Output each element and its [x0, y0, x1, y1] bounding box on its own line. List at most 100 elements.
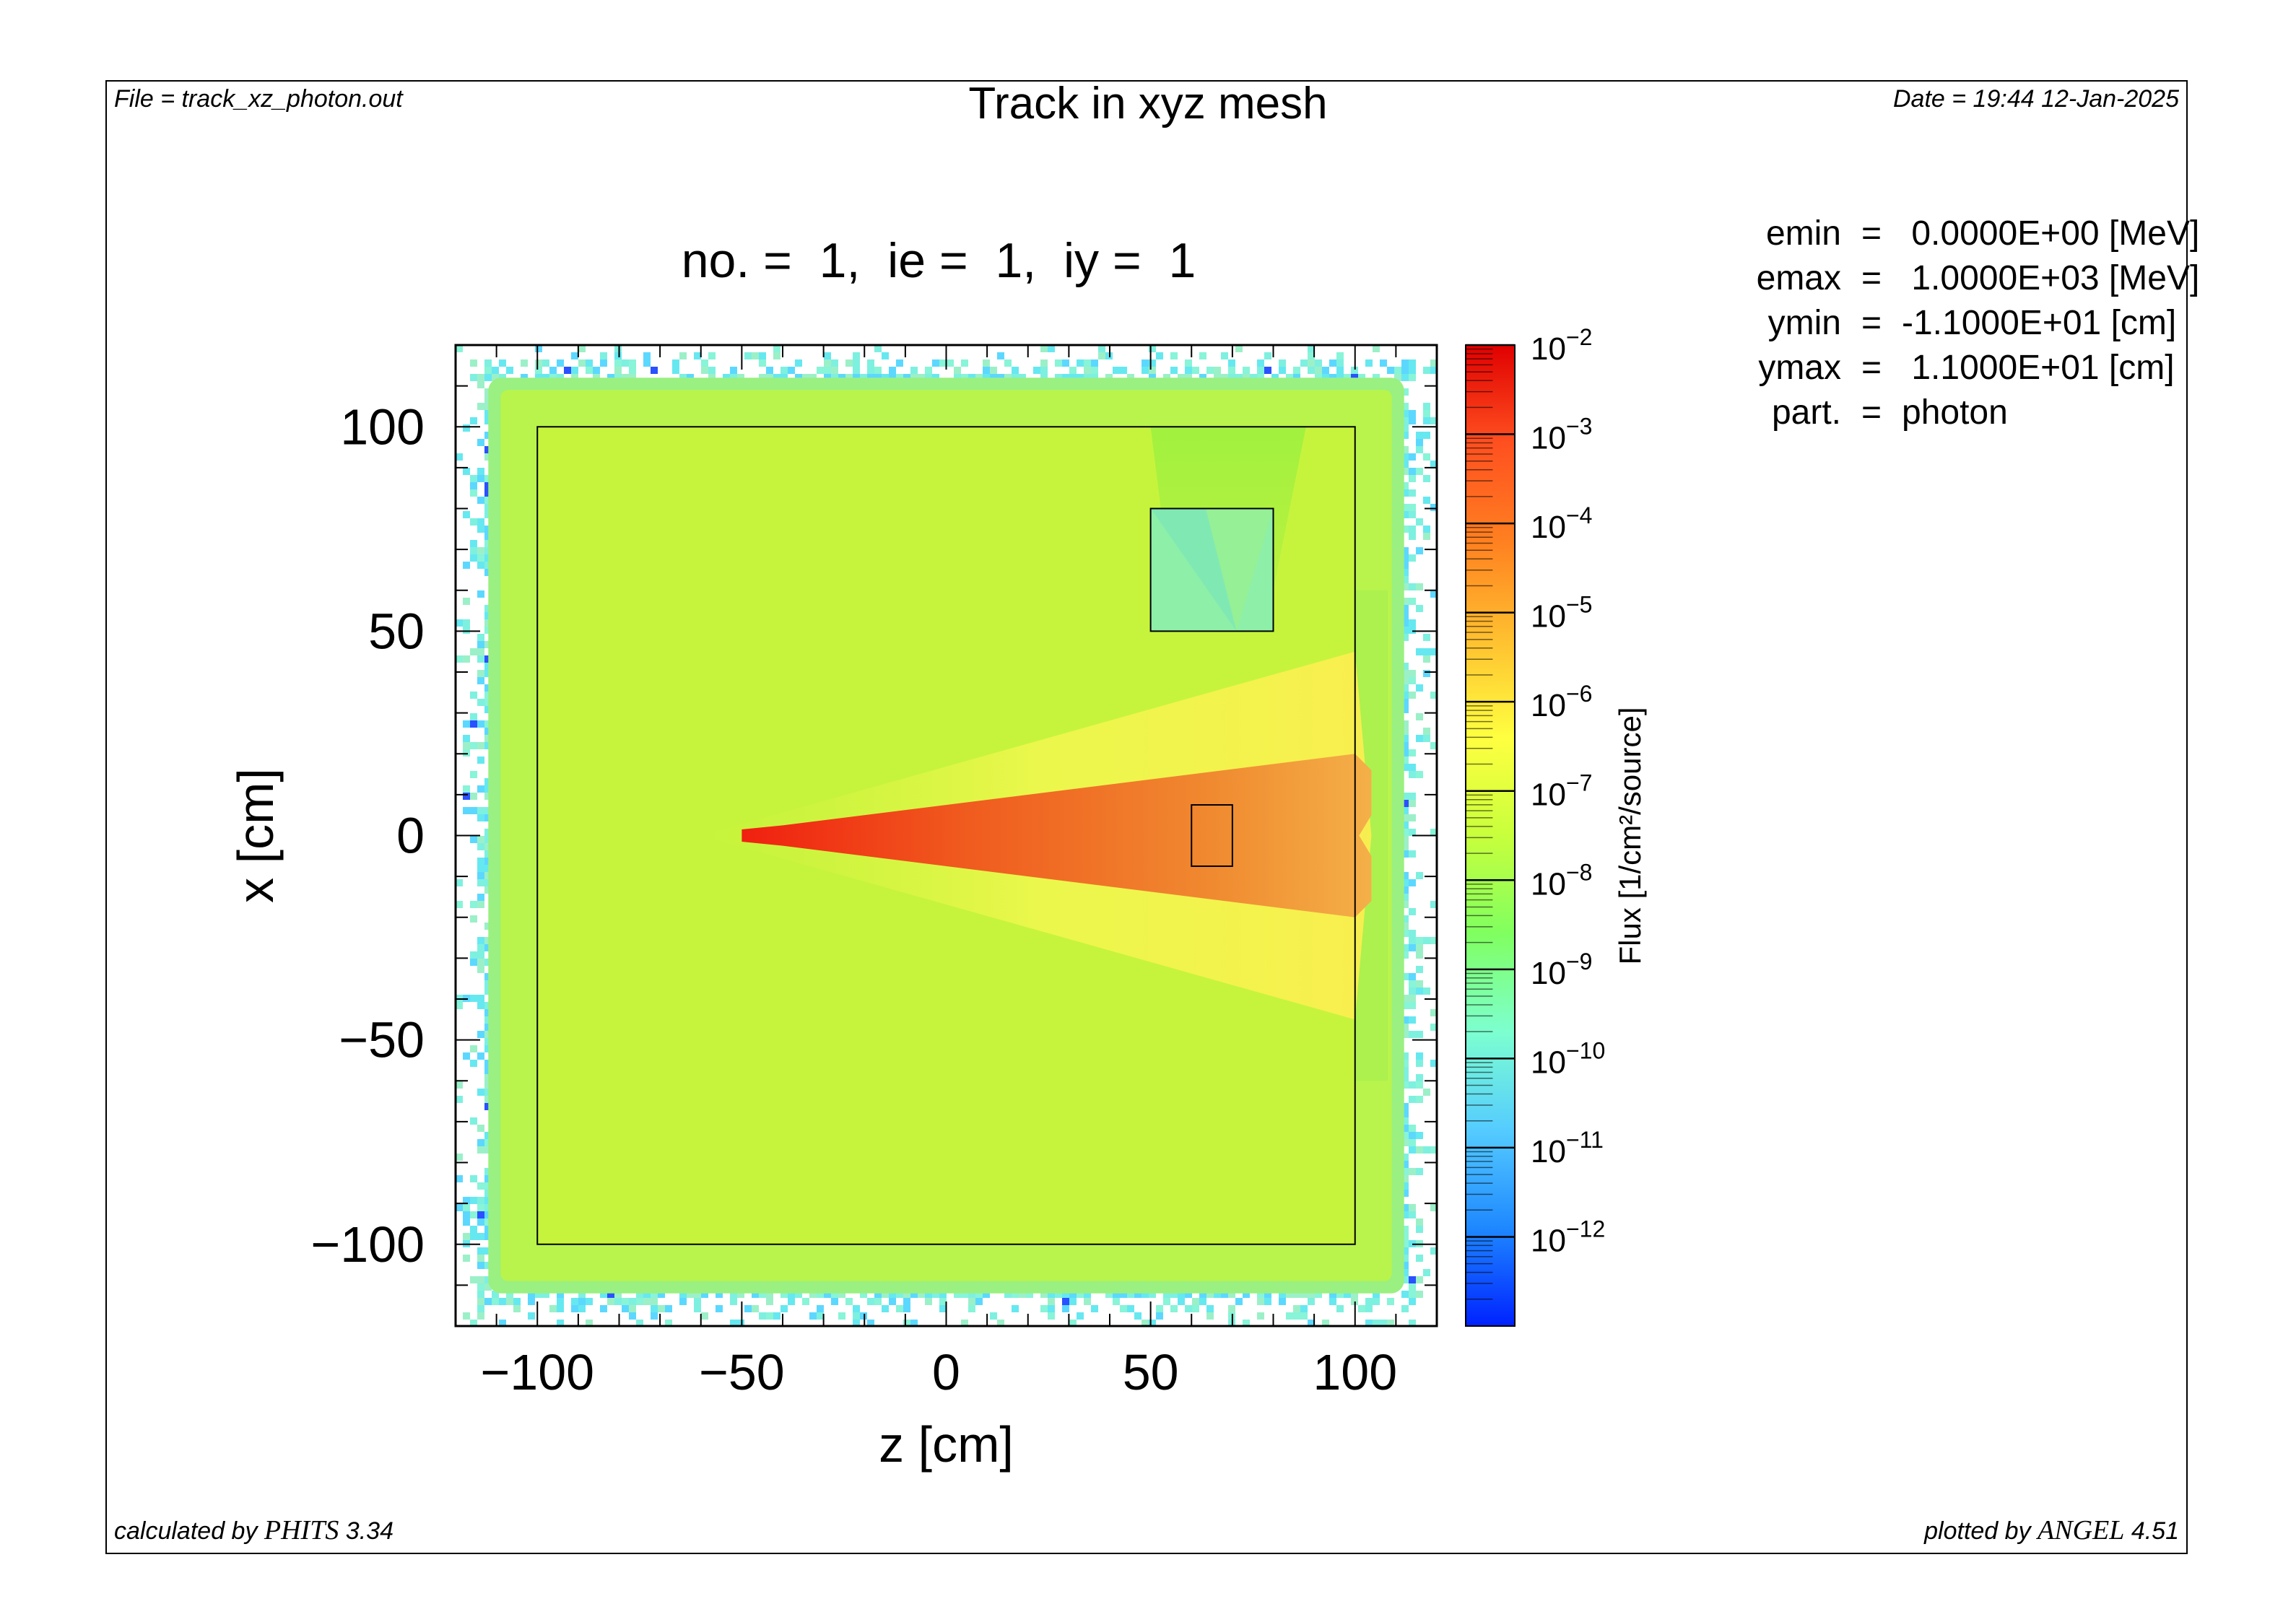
- fringe-cell: [614, 345, 622, 352]
- fringe-cell: [1113, 1291, 1120, 1298]
- fringe-cell: [1156, 352, 1163, 359]
- fringe-cell: [1401, 829, 1409, 836]
- fringe-cell: [600, 359, 607, 367]
- fringe-cell: [939, 1305, 947, 1312]
- fringe-cell: [1322, 1320, 1329, 1327]
- fringe-cell: [470, 1211, 477, 1218]
- fringe-cell: [484, 1298, 492, 1305]
- fringe-cell: [831, 374, 838, 381]
- fringe-cell: [477, 1031, 484, 1038]
- fringe-cell: [1308, 1298, 1315, 1305]
- x-axis-label: z [cm]: [879, 1416, 1014, 1473]
- fringe-cell: [882, 1305, 889, 1312]
- fringe-cell: [1401, 403, 1409, 410]
- footer-right-version: 4.51: [2124, 1517, 2179, 1545]
- fringe-cell: [1105, 374, 1113, 381]
- fringe-cell: [1401, 1247, 1409, 1255]
- fringe-cell: [484, 641, 492, 648]
- info-value: 0.0000E+00 [MeV]: [1902, 214, 2200, 253]
- fringe-cell: [1401, 627, 1409, 634]
- fringe-cell: [1048, 345, 1055, 352]
- fringe-cell: [780, 1305, 788, 1312]
- fringe-cell: [1401, 1081, 1409, 1089]
- fringe-cell: [1380, 359, 1387, 367]
- fringe-cell: [1416, 1255, 1423, 1262]
- fringe-cell: [694, 352, 701, 359]
- fringe-cell: [484, 720, 492, 728]
- x-tick-label: −100: [480, 1344, 594, 1400]
- fringe-cell: [701, 359, 708, 367]
- fringe-cell: [1416, 713, 1423, 720]
- fringe-cell: [1401, 836, 1409, 843]
- fringe-cell: [1286, 1312, 1293, 1320]
- fringe-cell: [1098, 345, 1105, 352]
- fringe-cell: [1373, 345, 1380, 352]
- fringe-cell: [1329, 1298, 1336, 1305]
- fringe-cell: [622, 374, 629, 381]
- fringe-cell: [853, 374, 860, 381]
- fringe-cell: [788, 367, 795, 374]
- fringe-cell: [1401, 410, 1409, 417]
- fringe-cell: [1401, 1269, 1409, 1276]
- fringe-cell: [1409, 973, 1416, 980]
- fringe-cell: [1192, 1298, 1199, 1305]
- fringe-cell: [1416, 518, 1423, 526]
- fringe-cell: [773, 374, 780, 381]
- fringe-cell: [506, 1291, 513, 1298]
- fringe-cell: [1430, 1009, 1438, 1016]
- fringe-cell: [484, 1175, 492, 1182]
- fringe-cell: [470, 518, 477, 526]
- parameter-info: emin = 0.0000E+00 [MeV] emax = 1.0000E+03 […: [1690, 212, 2200, 435]
- fringe-cell: [1264, 1291, 1271, 1298]
- fringe-cell: [1156, 1312, 1163, 1320]
- fringe-cell: [1004, 359, 1012, 367]
- fringe-cell: [607, 1298, 614, 1305]
- fringe-cell: [586, 359, 593, 367]
- fringe-cell: [1069, 367, 1077, 374]
- fringe-cell: [1401, 1154, 1409, 1161]
- fringe-cell: [1416, 648, 1423, 655]
- fringe-cell: [1409, 1081, 1416, 1089]
- fringe-cell: [1409, 453, 1416, 461]
- footer-left-code: PHITS: [264, 1515, 339, 1545]
- fringe-cell: [672, 367, 679, 374]
- fringe-cell: [477, 1262, 484, 1269]
- fringe-cell: [1430, 590, 1438, 598]
- fringe-cell: [477, 1298, 484, 1305]
- fringe-cell: [1170, 367, 1178, 374]
- fringe-cell: [484, 742, 492, 749]
- fringe-cell: [1235, 345, 1243, 352]
- fringe-cell: [665, 1320, 672, 1327]
- fringe-cell: [456, 901, 463, 908]
- fringe-cell: [730, 1298, 737, 1305]
- fringe-cell: [1401, 619, 1409, 627]
- fringe-cell: [477, 475, 484, 482]
- fringe-cell: [889, 374, 896, 381]
- fringe-cell: [1416, 944, 1423, 951]
- fringe-cell: [990, 374, 997, 381]
- fringe-cell: [773, 352, 780, 359]
- fringe-cell: [1409, 937, 1416, 944]
- fringe-cell: [1401, 1305, 1409, 1312]
- fringe-cell: [1409, 1002, 1416, 1009]
- fringe-cell: [1300, 1312, 1308, 1320]
- fringe-cell: [1416, 439, 1423, 446]
- fringe-cell: [1430, 829, 1438, 836]
- fringe-cell: [484, 540, 492, 547]
- fringe-cell: [484, 562, 492, 569]
- fringe-cell: [860, 374, 867, 381]
- fringe-cell: [463, 720, 470, 728]
- fringe-cell: [824, 374, 831, 381]
- fringe-cell: [1344, 374, 1351, 381]
- fringe-cell: [1293, 1312, 1300, 1320]
- fringe-cell: [1019, 1291, 1026, 1298]
- fringe-cell: [484, 367, 492, 374]
- footer-right-prefix: plotted by: [1924, 1517, 2038, 1545]
- fringe-cell: [1394, 367, 1401, 374]
- fringe-cell: [484, 865, 492, 872]
- fringe-cell: [1423, 497, 1430, 504]
- fringe-cell: [1401, 850, 1409, 858]
- fringe-cell: [643, 359, 651, 367]
- fringe-cell: [1401, 1002, 1409, 1009]
- fringe-cell: [463, 424, 470, 432]
